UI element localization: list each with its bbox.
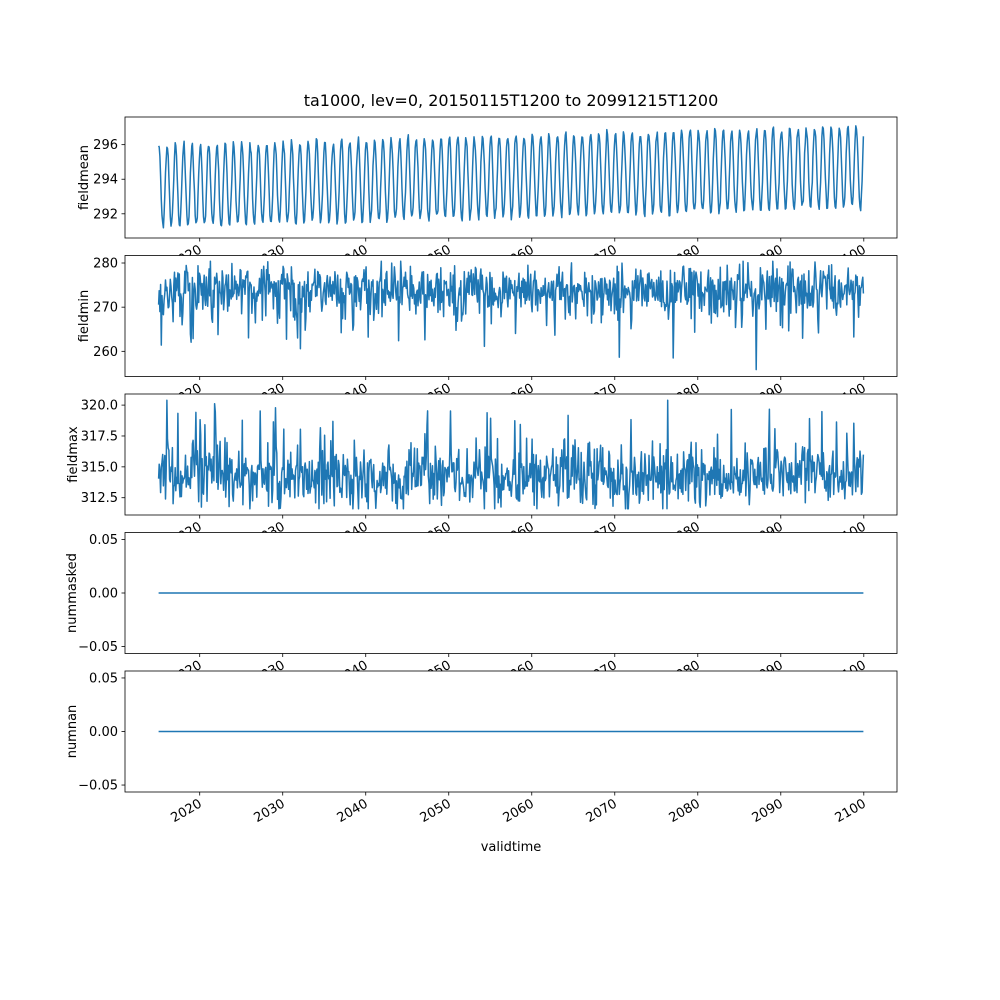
- subplot-fieldmean: 292294296fieldmean2020203020402050206020…: [77, 116, 898, 272]
- subplot-fieldmin: 260270280fieldmin20202030204020502060207…: [77, 255, 898, 411]
- y-tick-label: 260: [93, 345, 118, 360]
- chart-title: ta1000, lev=0, 20150115T1200 to 20991215…: [304, 91, 719, 110]
- y-tick-label: 312.5: [81, 491, 118, 506]
- y-tick-label: 296: [93, 138, 118, 153]
- y-axis-label-fieldmax: fieldmax: [66, 426, 81, 483]
- x-tick-label: 2070: [584, 796, 620, 826]
- subplot-nummasked: −0.050.000.05nummasked202020302040205020…: [65, 532, 898, 688]
- subplot-fieldmax: 312.5315.0317.5320.0fieldmax202020302040…: [66, 393, 898, 549]
- y-tick-label: 292: [93, 207, 118, 222]
- x-tick-label: 2060: [501, 796, 537, 826]
- y-tick-label: 0.00: [89, 587, 118, 602]
- x-tick-label: 2080: [667, 796, 703, 826]
- x-tick-label: 2050: [418, 796, 454, 826]
- y-tick-label: 294: [93, 173, 118, 188]
- line-series-fieldmean: [157, 125, 865, 229]
- x-tick-label: 2100: [833, 796, 869, 826]
- y-tick-label: 280: [93, 257, 118, 272]
- y-axis-label-fieldmean: fieldmean: [77, 145, 92, 210]
- y-tick-label: −0.05: [78, 779, 118, 794]
- x-tick-label: 2030: [252, 796, 288, 826]
- x-axis-label: validtime: [481, 840, 542, 855]
- y-tick-label: 270: [93, 301, 118, 316]
- y-axis-label-nummasked: nummasked: [65, 553, 80, 633]
- plot-area: [124, 255, 898, 377]
- y-tick-label: 0.00: [89, 725, 118, 740]
- y-axis-label-fieldmin: fieldmin: [77, 290, 92, 343]
- x-tick-label: 2090: [750, 796, 786, 826]
- subplot-numnan: −0.05 0.00 0.05 numnan 2020 2030 2040 2050 2060 2…: [65, 670, 898, 826]
- y-tick-label: 0.05: [89, 533, 118, 548]
- line-series-fieldmax: [157, 399, 865, 510]
- y-tick-label: 320.0: [81, 399, 118, 414]
- y-tick-label: 0.05: [89, 671, 118, 686]
- y-tick-label: −0.05: [78, 640, 118, 655]
- line-series-fieldmin: [157, 260, 865, 371]
- y-axis-label-numnan: numnan: [65, 705, 80, 759]
- x-tick-label: 2040: [335, 796, 371, 826]
- y-tick-label: 315.0: [81, 460, 118, 475]
- x-tick-label: 2020: [169, 796, 205, 826]
- y-tick-label: 317.5: [81, 429, 118, 444]
